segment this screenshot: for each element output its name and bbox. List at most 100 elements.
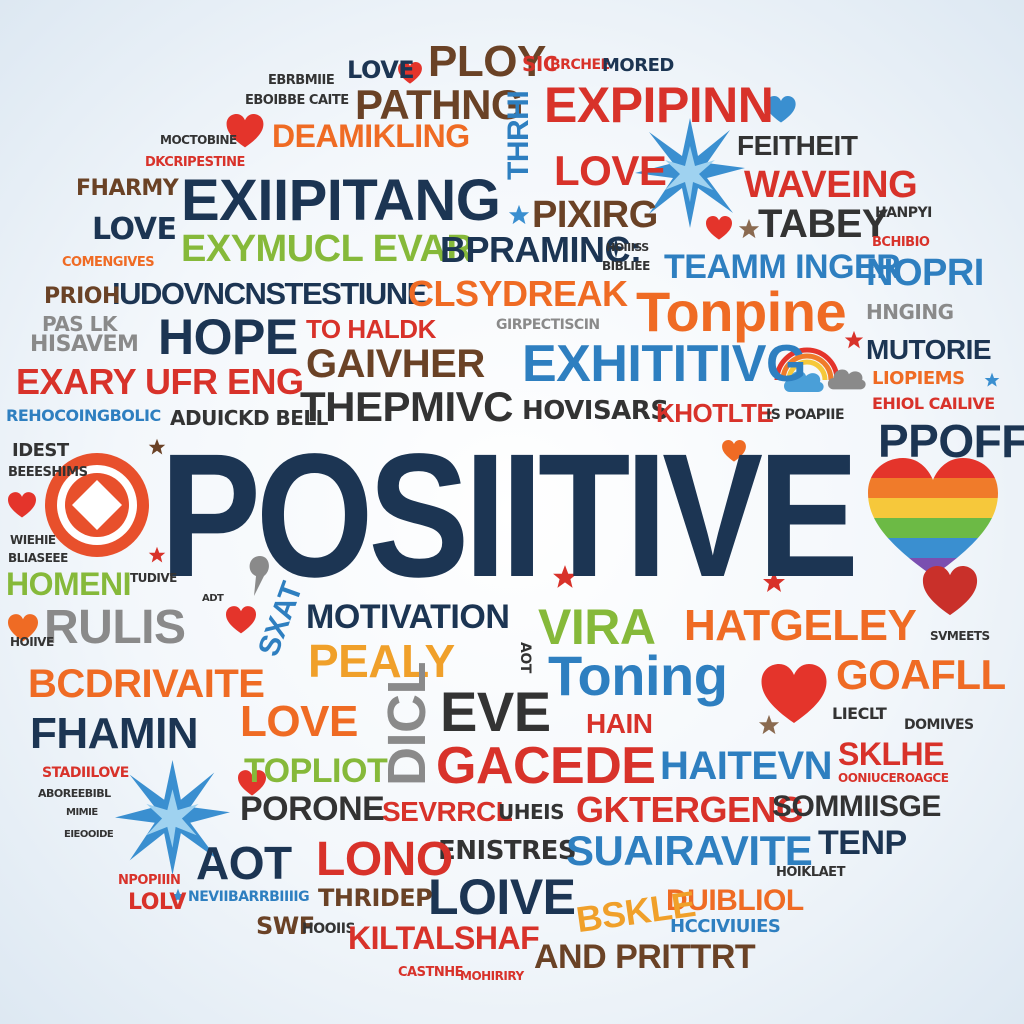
word: HOOIIS [302,921,356,937]
word: FEITHEIT [737,130,858,161]
word: ENISTRES [438,836,577,866]
word: LOIVE [428,869,576,925]
word: LOVE [347,56,415,84]
word: NPOPIIIN [118,873,181,888]
word: GOAFLL [836,651,1006,698]
heart-icon [761,664,827,723]
word: Toning [548,644,728,707]
word: AOT [196,837,292,889]
word: SUAIRAVITE [566,827,813,874]
word: TUDIVE [130,571,177,585]
word: DOMIVES [904,717,974,733]
word: TOPLIOT [244,752,388,790]
star-icon [758,714,780,735]
cloud-icon [784,371,824,392]
word: HNGING [866,300,954,324]
word: PLOY [428,37,546,86]
word: HOVISARS [522,396,669,426]
word: HOIKLAET [776,865,845,880]
word: WIEHIE [10,533,56,547]
word: SWF [256,912,315,940]
star-icon [984,372,1000,387]
word: GKTERGENG [576,789,804,830]
word: HCCIVIUIES [670,916,781,937]
word: NOPRI [866,252,984,294]
heart-icon [922,566,978,616]
word: HOIIISS [606,241,649,254]
word: SKLHE [838,736,944,772]
word: FHARMY [76,176,179,201]
word: GAIVHER [306,342,485,386]
heart-icon [766,96,796,123]
cloud-icon [827,369,866,390]
word: EBRBMIIE [268,73,335,88]
word: HAIN [586,708,653,739]
word: IDEST [12,440,69,461]
rainbow-icon [774,347,840,381]
word: EHIOL CAILIVE [872,394,995,413]
word: NEVIIBARRBIIIIG [188,889,310,905]
word: MORED [602,55,674,76]
heart-icon [226,606,256,634]
sparkle-icon [606,238,626,258]
word: LOVE [554,147,667,194]
word: SVMEETS [930,629,990,643]
word: HATGELEY [684,601,917,650]
word: TEAMM INGER [664,248,901,286]
heart-icon [398,62,422,84]
word: LOVE [240,697,358,746]
word: DUIBLIOL [666,884,804,917]
word: UHEIS [498,800,565,824]
star-icon [738,218,760,239]
word: PPOFF [878,415,1024,467]
heart-icon [706,216,732,240]
word: IS POAPIIE [766,407,845,423]
word: EVE [440,680,551,743]
word: PRIOH [44,284,120,309]
starburst-icon [635,118,745,228]
word: OONIUCEROAGCE [838,771,949,785]
word: MUTORIE [866,334,992,365]
word: ADUICKD BELL [170,406,328,430]
word: TO HALDK [306,314,436,344]
star-icon [763,571,785,592]
target-icon [45,453,149,557]
word: SIC [522,52,558,76]
word: EXIIPITANG [181,168,501,233]
word: PORONE [240,790,385,828]
word: THRIDEP [318,884,433,912]
word: VIRA [538,599,656,655]
word: Tonpine [636,280,847,343]
word: THEPMIVC [300,383,514,430]
word: HAITEVN [660,744,833,788]
word: MOTIVATION [306,598,510,636]
word: EXHITITIVG [522,335,806,393]
word: ABOREEBIBL [38,787,111,800]
word: BEEESHIMS [8,465,88,480]
word: THRHI [502,90,535,180]
word: GIRPECTISCIN [496,317,600,333]
word: HOMENI [6,566,132,602]
word: MOCTOBINE [160,133,237,147]
word: HOPE [158,309,298,365]
word: EBOIBBE CAITE [245,93,349,108]
heart-icon [8,492,36,518]
star-icon [170,888,186,903]
word: DICL [377,662,437,786]
heart-icon [238,770,266,796]
word: AOT [517,642,533,673]
word: AND PRITTRT [534,938,756,976]
word: PIXIRG [532,194,658,236]
word: BLIASEEE [8,551,68,565]
word: WAVEING [744,164,918,206]
word: LONO [316,833,453,886]
word: BCDRIVAITE [28,662,265,706]
main-word: POSIITIVE [160,418,859,614]
word: STADIILOVE [42,765,129,781]
word: PEALY [308,635,455,687]
star-icon [148,546,166,563]
word: LIOPIEMS [872,368,965,389]
star-icon [844,330,864,349]
word: IUDOVNCNSTESTIUNE [112,276,427,311]
